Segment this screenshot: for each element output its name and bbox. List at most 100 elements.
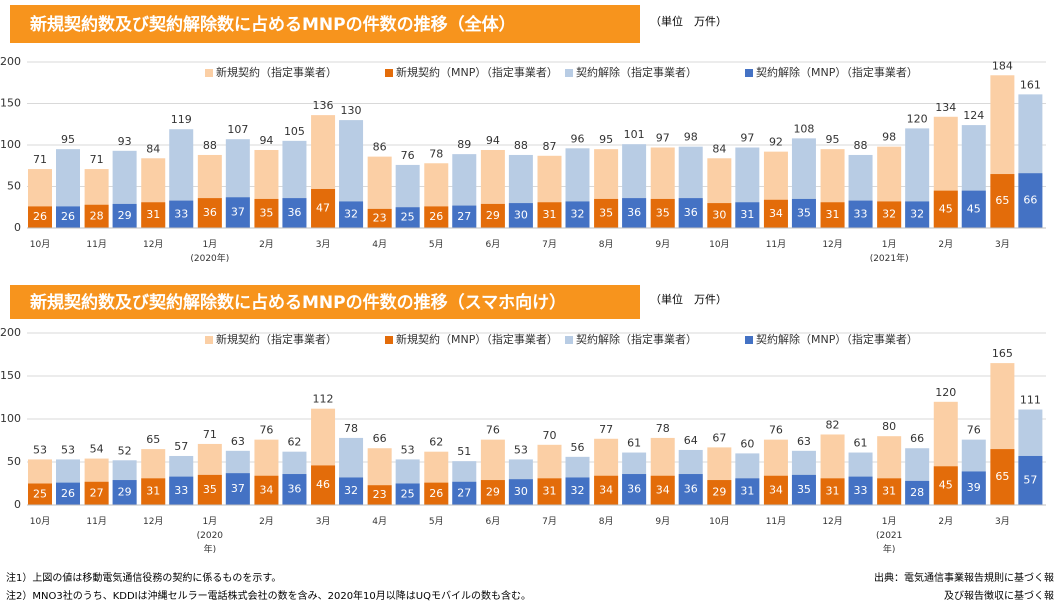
bar-value-label: 130 [341,104,362,117]
bar [961,190,986,228]
bar [112,203,137,228]
bar [225,197,250,228]
legend-swatch [205,336,213,344]
bar-value-label: 57 [174,440,188,453]
legend-swatch [565,69,573,77]
bar [565,201,590,228]
x-tick-label: 1月 (2020年) [190,239,229,264]
bar-value-label: 33 [854,484,868,497]
bar [480,203,505,228]
x-tick-line: 11月 [766,239,786,250]
bar-value-label: 34 [259,483,273,496]
x-tick-label: 8月 [599,516,614,527]
source: 及び報告徴収に基づく報 [944,589,1054,602]
bar-value-label: 36 [684,483,698,496]
x-tick-label: 2月 [259,239,274,250]
x-tick-label: 10月 [30,516,50,527]
bar-value-label: 111 [1020,394,1041,407]
bar-value-label: 71 [90,153,104,166]
bar-value-label: 33 [854,207,868,220]
bar [735,478,760,505]
x-tick-line: 12月 [822,516,842,527]
bar-value-label: 35 [797,483,811,496]
bar-value-label: 98 [684,131,698,144]
x-tick-line: 3月 [316,516,331,527]
x-tick-label: 9月 [655,239,670,250]
bar-value-label: 93 [118,135,132,148]
legend-label: 契約解除（MNP）（指定事業者） [756,332,918,346]
x-tick-line: (2021 [876,531,902,541]
unit-label: （単位 万件） [650,14,727,28]
x-tick-line: 1月 [882,516,897,527]
bar-value-label: 95 [826,133,840,146]
bar-value-label: 32 [571,208,585,221]
bar-value-label: 45 [967,202,981,215]
bar-value-label: 27 [90,486,104,499]
bar-value-label: 97 [740,131,754,144]
bar [28,206,52,228]
bar [537,202,562,228]
bar-value-label: 101 [624,128,645,141]
bar [197,474,222,505]
bar [28,483,52,505]
bar [905,201,930,228]
x-tick-label: 2月 [259,516,274,527]
bar-value-label: 67 [712,431,726,444]
x-tick-line: 3月 [316,239,331,250]
bar-value-label: 136 [313,99,334,112]
bar [84,481,109,505]
x-tick-line: 9月 [655,516,670,527]
x-tick-label: 12月 [822,516,842,527]
bar-value-label: 29 [486,486,500,499]
bar [367,208,392,228]
x-tick-line: 12月 [143,239,163,250]
legend-swatch [385,69,393,77]
bar-value-label: 32 [344,484,358,497]
x-tick-line: 7月 [542,516,557,527]
bar-value-label: 45 [939,479,953,492]
bar [141,202,166,228]
bar-value-label: 28 [90,209,104,222]
bar [537,478,562,505]
bar [395,207,420,228]
bar [565,477,590,505]
bar [452,205,477,228]
bar-value-label: 33 [174,207,188,220]
bar-value-label: 124 [963,109,984,122]
x-tick-label: 10月 [709,239,729,250]
bar-value-label: 76 [259,424,273,437]
x-tick-line: 2月 [938,516,953,527]
bar [820,202,845,228]
bar-value-label: 36 [203,206,217,219]
bar-value-label: 112 [313,393,334,406]
x-tick-line: 10月 [30,516,50,527]
bar-value-label: 88 [854,139,868,152]
bar [311,188,336,228]
bar-value-label: 45 [939,202,953,215]
source: 出典：電気通信事業報告規則に基づく報 [874,571,1054,584]
bar-value-label: 57 [1023,473,1037,486]
x-tick-line: 4月 [372,516,387,527]
bar-value-label: 25 [401,487,415,500]
bar-value-label: 120 [907,112,928,125]
bar-value-label: 64 [684,434,698,447]
x-tick-label: 12月 [143,516,163,527]
legend-swatch [745,336,753,344]
bar [452,481,477,505]
y-tick-label: 100 [0,412,21,425]
x-tick-label: 1月 (2021 年) [876,516,902,555]
bar-value-label: 87 [543,140,557,153]
bar-value-label: 86 [373,141,387,154]
y-tick-label: 50 [7,180,21,193]
bar-value-label: 35 [599,206,613,219]
bar-value-label: 60 [740,437,754,450]
x-tick-line: 6月 [486,239,501,250]
x-tick-line: 年) [204,543,217,555]
bar-value-label: 119 [171,113,192,126]
x-tick-line: 1月 [202,516,217,527]
bar [622,474,647,505]
bar-value-label: 66 [910,432,924,445]
unit-label: （単位 万件） [650,292,727,306]
bar-value-label: 82 [826,418,840,431]
bar-value-label: 76 [967,424,981,437]
